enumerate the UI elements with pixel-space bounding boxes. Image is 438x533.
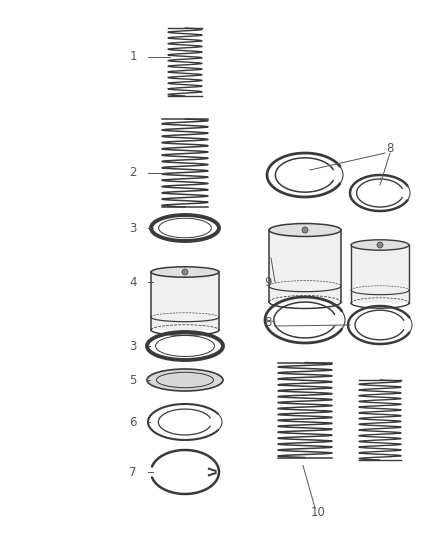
FancyBboxPatch shape <box>269 230 341 302</box>
Circle shape <box>182 269 188 275</box>
Circle shape <box>377 242 383 248</box>
Text: 4: 4 <box>129 276 137 288</box>
Text: 1: 1 <box>129 51 137 63</box>
Circle shape <box>302 227 308 233</box>
FancyBboxPatch shape <box>351 245 409 303</box>
Text: 6: 6 <box>129 416 137 429</box>
Text: 7: 7 <box>129 465 137 479</box>
Text: 2: 2 <box>129 166 137 180</box>
Ellipse shape <box>147 369 223 391</box>
FancyBboxPatch shape <box>151 272 219 330</box>
Ellipse shape <box>269 223 341 237</box>
Ellipse shape <box>147 381 223 386</box>
Text: 8: 8 <box>264 316 272 328</box>
Ellipse shape <box>351 240 409 250</box>
Ellipse shape <box>151 267 219 277</box>
Text: 10: 10 <box>311 506 325 520</box>
Text: 8: 8 <box>386 141 394 155</box>
Text: 3: 3 <box>129 222 137 235</box>
Text: 9: 9 <box>264 276 272 288</box>
Text: 3: 3 <box>129 340 137 352</box>
Text: 5: 5 <box>129 374 137 386</box>
